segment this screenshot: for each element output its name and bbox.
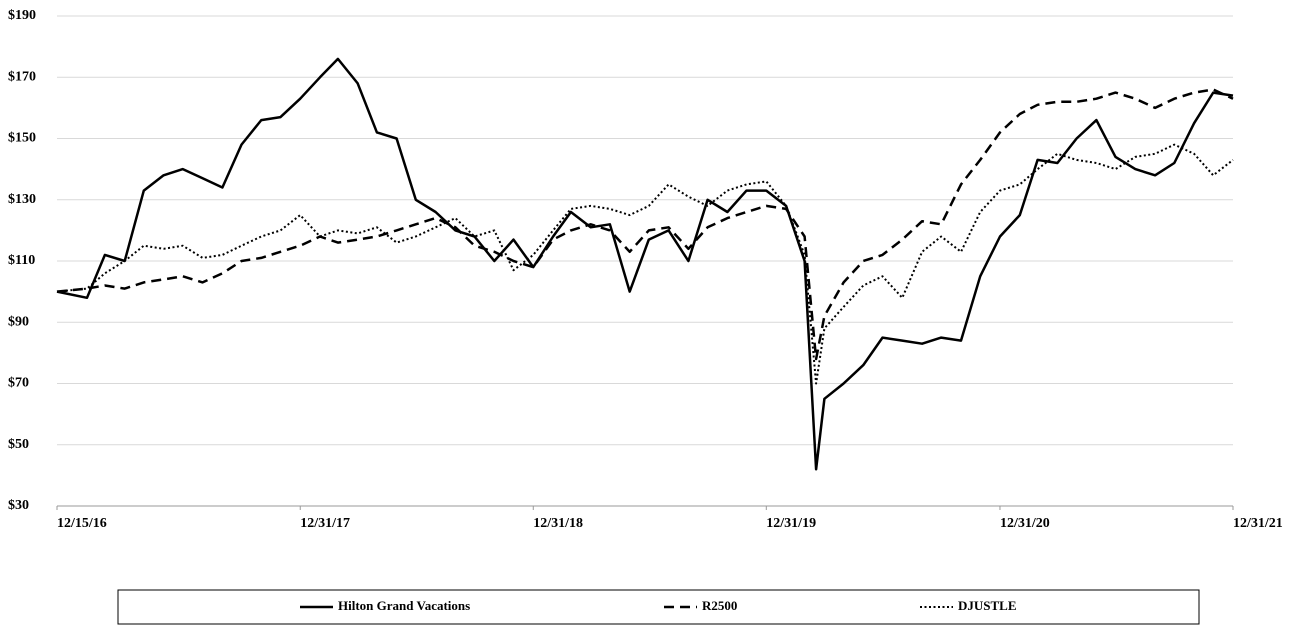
y-tick-label: $190 xyxy=(8,8,36,23)
x-tick-label: 12/31/21 xyxy=(1233,516,1283,531)
y-tick-label: $50 xyxy=(8,437,29,452)
legend-label: R2500 xyxy=(702,598,737,613)
x-tick-label: 12/31/20 xyxy=(1000,516,1050,531)
legend-box xyxy=(117,589,1200,625)
y-tick-label: $150 xyxy=(8,131,36,146)
y-tick-label: $30 xyxy=(8,498,29,513)
legend-label: Hilton Grand Vacations xyxy=(338,598,470,613)
x-tick-label: 12/15/16 xyxy=(57,516,107,531)
x-tick-label: 12/31/18 xyxy=(533,516,583,531)
y-tick-label: $70 xyxy=(8,376,29,391)
series-line xyxy=(56,57,1234,471)
legend: Hilton Grand Vacations R2500 DJUSTLE xyxy=(300,598,1017,613)
grid xyxy=(56,15,1234,510)
legend-label: DJUSTLE xyxy=(958,598,1017,613)
y-tick-label: $110 xyxy=(8,253,35,268)
x-tick-label: 12/31/17 xyxy=(300,516,350,531)
plot xyxy=(56,57,1234,471)
y-tick-label: $130 xyxy=(8,192,36,207)
series-line xyxy=(56,143,1234,385)
y-tick-label: $90 xyxy=(8,314,29,329)
y-tick-label: $170 xyxy=(8,69,36,84)
series-line xyxy=(56,88,1234,361)
x-tick-label: 12/31/19 xyxy=(766,516,816,531)
